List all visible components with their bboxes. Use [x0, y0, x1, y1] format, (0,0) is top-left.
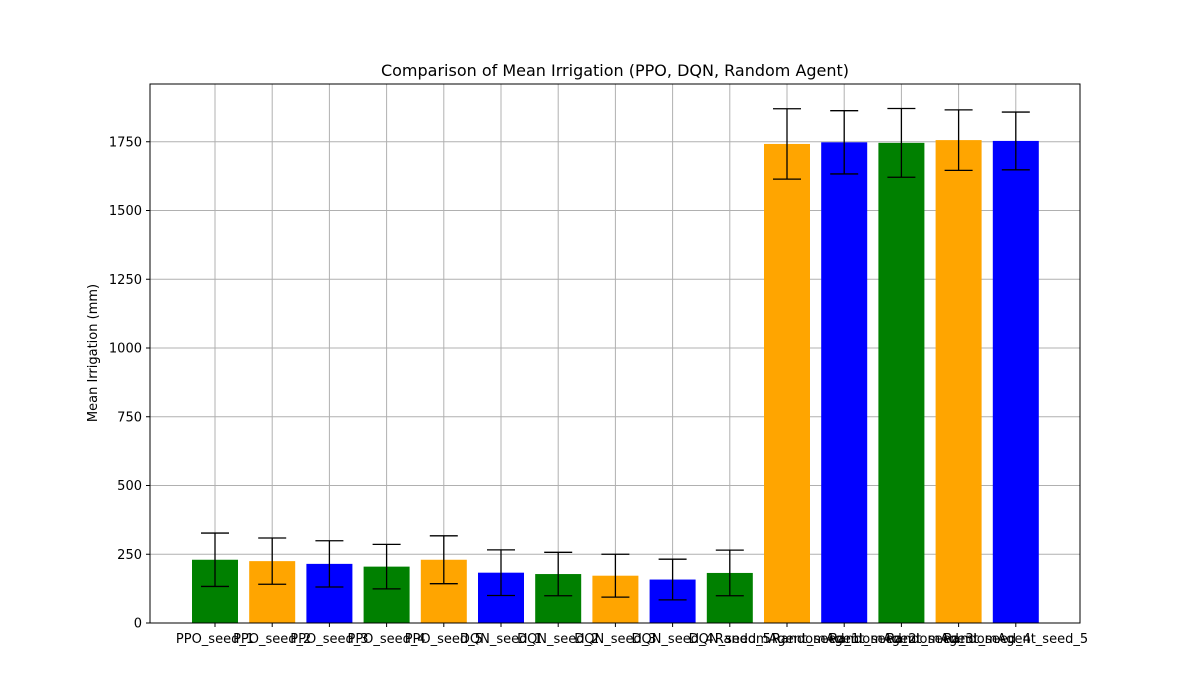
- y-tick-label: 0: [134, 617, 142, 632]
- y-tick-label: 1250: [109, 273, 142, 288]
- bar: [821, 142, 868, 624]
- x-tick-label: DQN_seed_5: [689, 632, 771, 647]
- x-tick-label: PPO_seed_4: [347, 632, 425, 647]
- x-axis: PPO_seed_1PPO_seed_2PPO_seed_3PPO_seed_4…: [176, 623, 1088, 647]
- y-tick-label: 250: [117, 548, 142, 563]
- x-tick-label: RandomAgent_seed_1: [715, 632, 860, 647]
- x-tick-label: PPO_seed_5: [405, 632, 483, 647]
- y-tick-label: 1000: [109, 342, 142, 357]
- y-tick-label: 500: [117, 479, 142, 494]
- bars: [192, 140, 1039, 624]
- chart-title: Comparison of Mean Irrigation (PPO, DQN,…: [381, 61, 849, 80]
- y-axis: 0 250 500 750 1000 1250 1500 1750: [109, 135, 150, 632]
- x-tick-label: PPO_seed_3: [290, 632, 368, 647]
- bar: [764, 143, 810, 623]
- y-tick-label: 750: [117, 410, 142, 425]
- x-tick-label: RandomAgent_seed_3: [829, 632, 974, 647]
- x-tick-label: DQN_seed_3: [574, 632, 656, 647]
- error-bars: [201, 107, 1030, 601]
- x-tick-label: DQN_seed_1: [460, 632, 542, 647]
- x-tick-label: PPO_seed_1: [176, 632, 254, 647]
- x-tick-label: PPO_seed_2: [233, 632, 311, 647]
- x-tick-label: DQN_seed_4: [631, 632, 713, 647]
- x-tick-label: RandomAgent_seed_4: [886, 632, 1031, 647]
- x-tick-label: DQN_seed_2: [517, 632, 599, 647]
- x-tick-label: RandomAgent_seed_2: [772, 632, 917, 647]
- bar: [992, 140, 1039, 624]
- x-tick-label: RandomAgent_seed_5: [944, 632, 1089, 647]
- bar: [878, 142, 925, 623]
- y-tick-label: 1500: [109, 204, 142, 219]
- y-axis-label: Mean Irrigation (mm): [86, 284, 101, 422]
- bar: [935, 140, 982, 623]
- y-tick-label: 1750: [109, 135, 142, 150]
